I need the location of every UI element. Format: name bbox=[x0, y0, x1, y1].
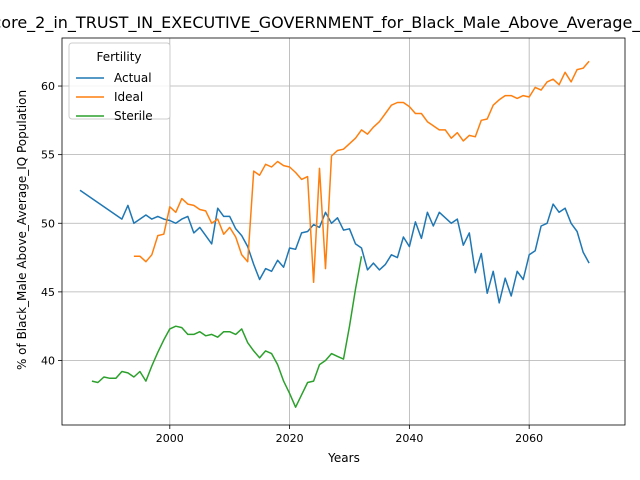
y-ticks: 40 45 50 55 60 bbox=[41, 80, 62, 368]
legend: Fertility Actual Ideal Sterile bbox=[68, 42, 171, 123]
y-tick-label: 50 bbox=[41, 217, 55, 230]
y-tick-label: 40 bbox=[41, 355, 55, 368]
chart-title: Score_2_in_TRUST_IN_EXECUTIVE_GOVERNMENT… bbox=[0, 13, 640, 33]
legend-entries: Actual Ideal Sterile bbox=[76, 71, 153, 123]
axes-frame bbox=[61, 37, 626, 426]
legend-label-ideal: Ideal bbox=[114, 90, 143, 104]
series-lines bbox=[79, 60, 590, 408]
x-tick-label: 2060 bbox=[515, 432, 543, 445]
x-axis-label: Years bbox=[327, 451, 360, 465]
legend-label-actual: Actual bbox=[114, 71, 152, 85]
y-axis-label: % of Black_Male Above_Average_IQ Populat… bbox=[15, 90, 29, 370]
legend-box bbox=[68, 42, 171, 120]
x-tick-label: 2000 bbox=[156, 432, 184, 445]
legend-label-sterile: Sterile bbox=[114, 109, 153, 123]
y-tick-label: 60 bbox=[41, 80, 55, 93]
x-ticks: 2000 2020 2040 2060 bbox=[156, 425, 543, 445]
series-line-sterile bbox=[91, 256, 363, 408]
series-line-ideal bbox=[133, 60, 590, 284]
x-tick-label: 2020 bbox=[276, 432, 304, 445]
y-tick-label: 55 bbox=[41, 149, 55, 162]
x-tick-label: 2040 bbox=[395, 432, 423, 445]
grid-lines bbox=[62, 38, 625, 425]
y-tick-label: 45 bbox=[41, 286, 55, 299]
legend-title: Fertility bbox=[96, 50, 141, 64]
series-line-actual bbox=[79, 189, 590, 304]
